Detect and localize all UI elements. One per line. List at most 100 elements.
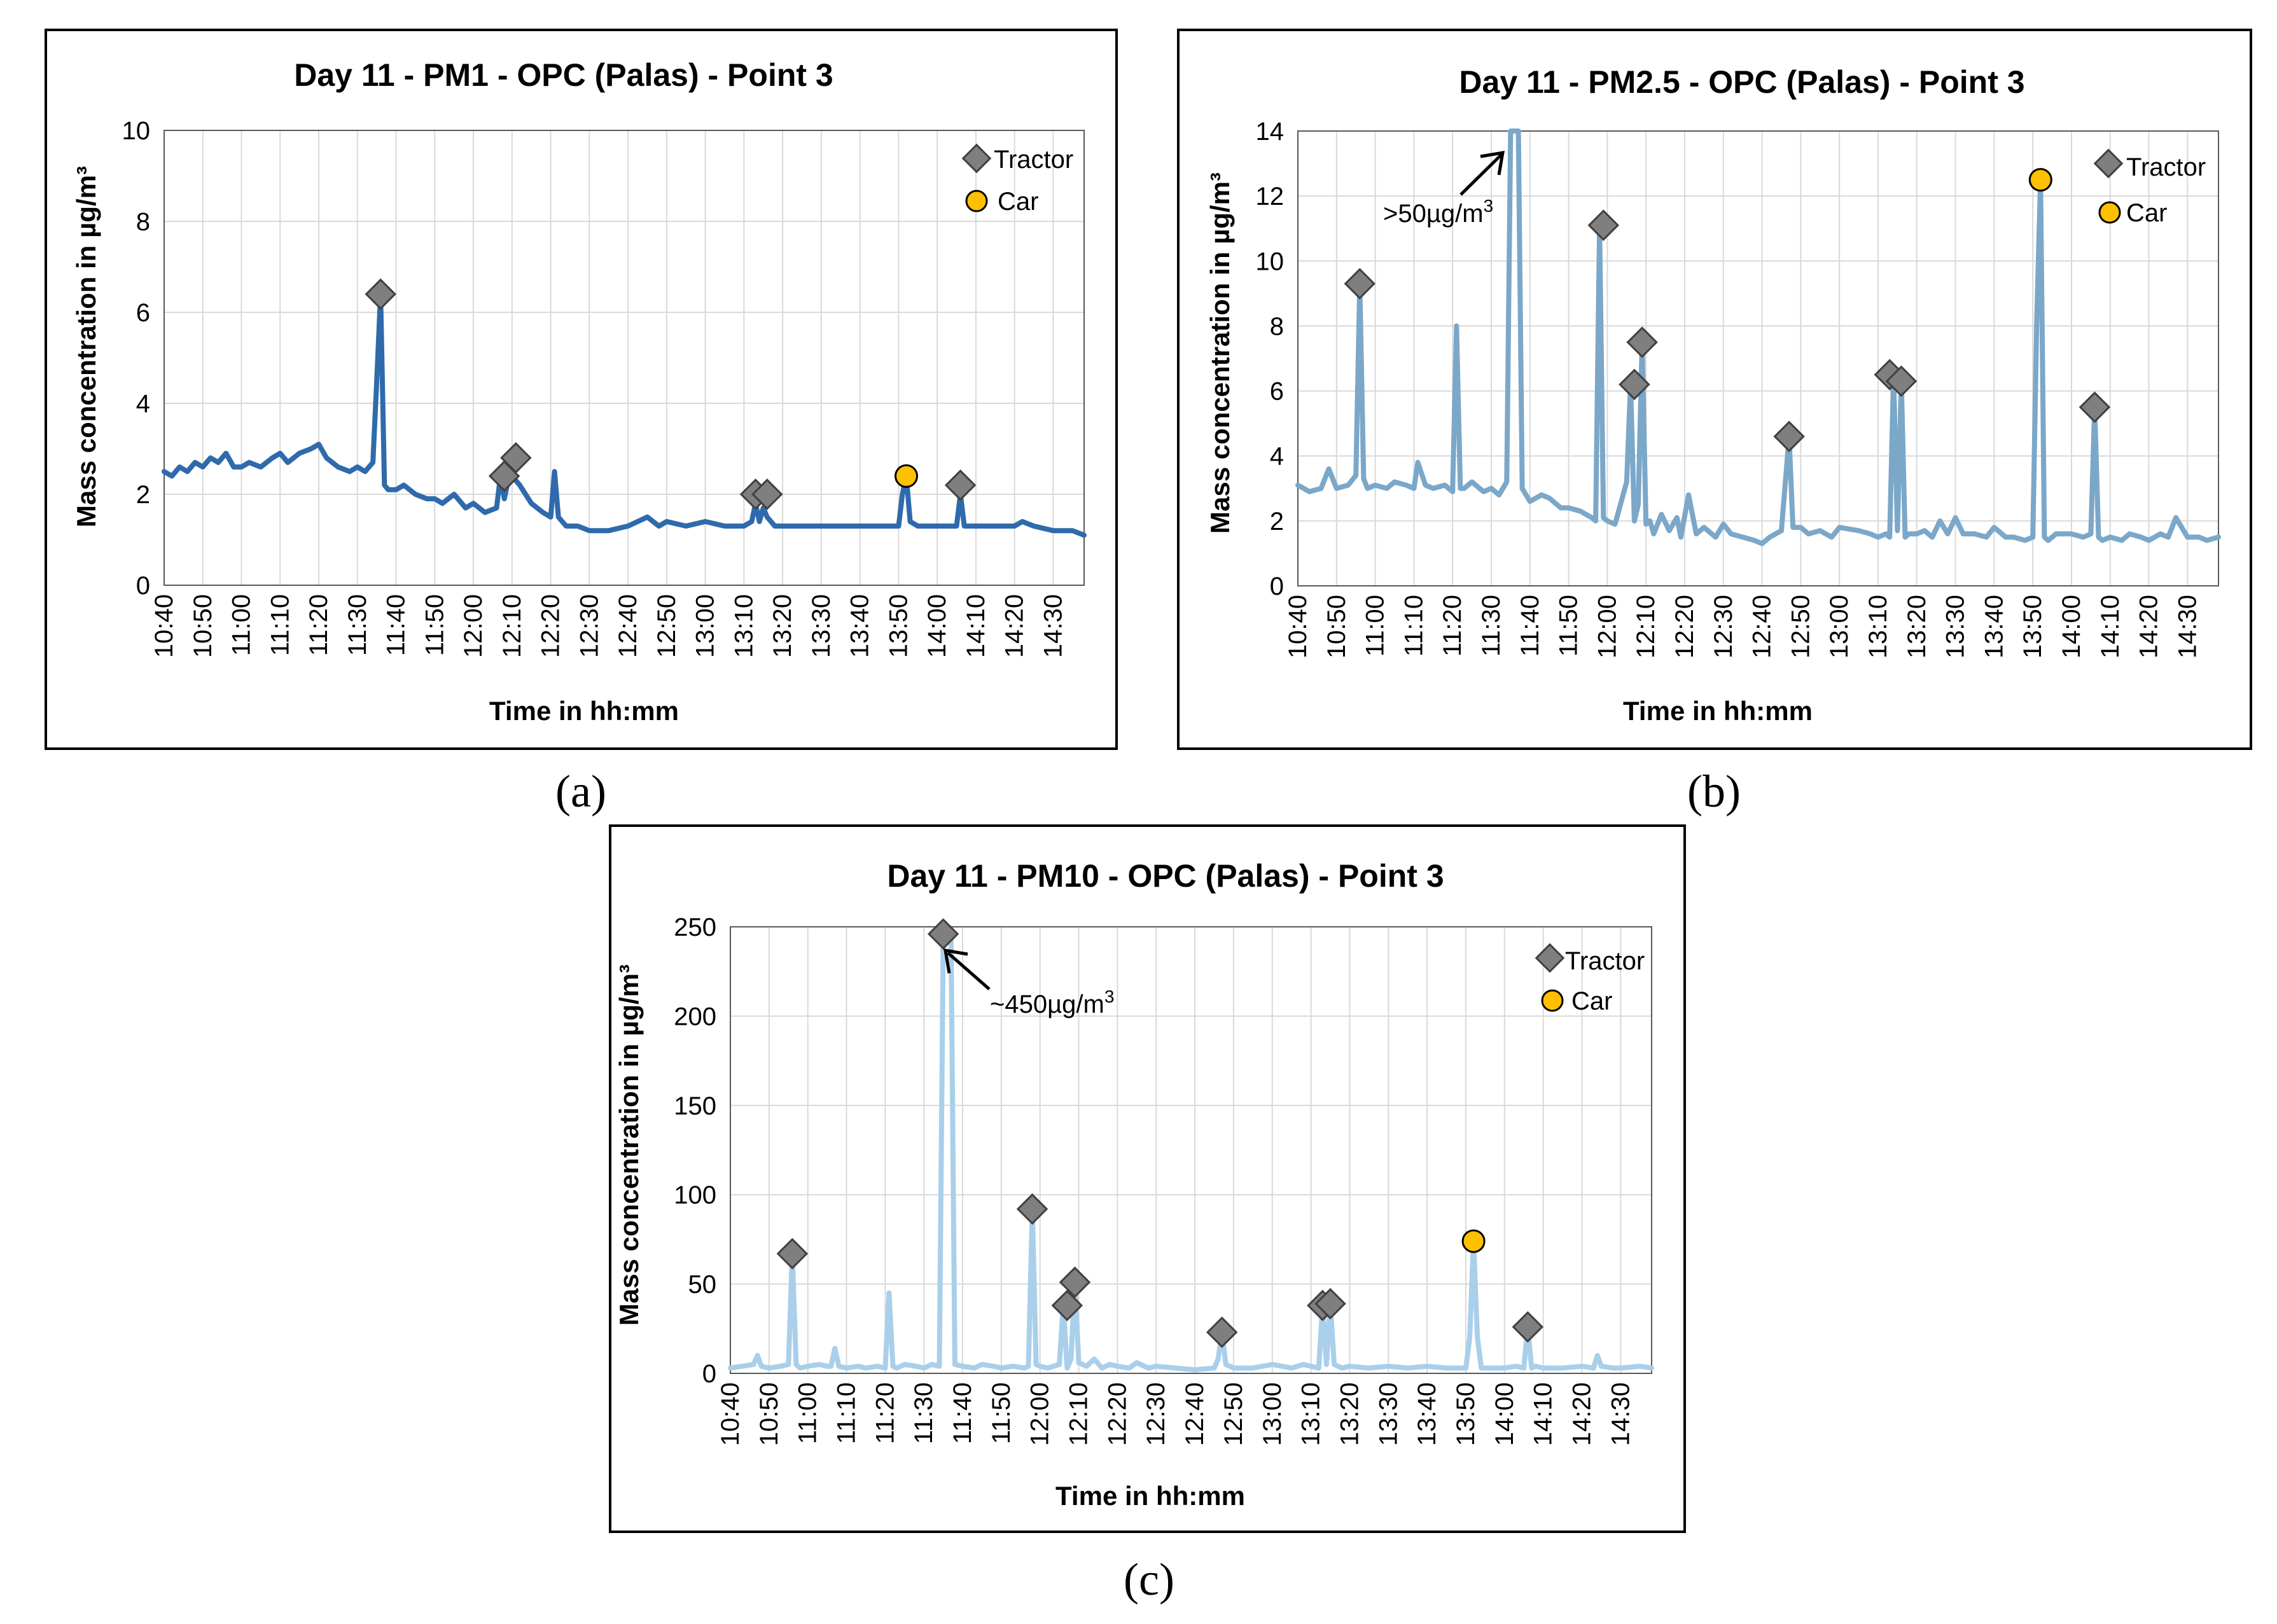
x-axis-title: Time in hh:mm — [1623, 696, 1813, 726]
x-tick-label: 13:20 — [769, 594, 797, 658]
y-tick-label: 100 — [674, 1181, 716, 1209]
legend-car-marker — [965, 190, 988, 212]
x-tick-label: 10:40 — [1284, 595, 1312, 658]
x-tick-label: 10:50 — [1323, 595, 1351, 658]
x-tick-label: 13:40 — [1980, 595, 2008, 658]
legend-tractor-marker — [2093, 148, 2124, 179]
legend-tractor-marker — [1535, 943, 1565, 973]
x-tick-label: 10:50 — [189, 594, 217, 658]
chart-panel-pm25: Day 11 - PM2.5 - OPC (Palas) - Point 3 1… — [1177, 29, 2252, 817]
tractor-marker — [776, 1238, 809, 1270]
x-tick-label: 14:10 — [1529, 1382, 1557, 1446]
x-tick-label: 13:50 — [2019, 595, 2047, 658]
x-tick-label: 13:30 — [1942, 595, 1970, 658]
legend: Tractor Car — [1535, 943, 1645, 1015]
legend-car-label: Car — [2126, 199, 2167, 227]
legend-car-marker — [1541, 989, 1564, 1012]
x-tick-label: 11:00 — [1361, 595, 1389, 656]
annotation-arrow — [1459, 153, 1503, 196]
x-tick-label: 13:00 — [1825, 595, 1853, 658]
tractor-marker — [1619, 368, 1650, 401]
x-tick-label: 13:30 — [1374, 1382, 1402, 1446]
y-axis-title: Mass concentration in µg/m³ — [1205, 172, 1235, 534]
y-tick-label: 6 — [1270, 378, 1284, 406]
y-tick-label: 10 — [122, 117, 151, 145]
x-tick-label: 11:10 — [833, 1382, 861, 1444]
x-tick-label: 10:40 — [716, 1382, 744, 1446]
legend: Tractor Car — [961, 143, 1073, 216]
x-tick-label: 14:10 — [962, 594, 990, 658]
chart-panel-pm1: Day 11 - PM1 - OPC (Palas) - Point 3 10:… — [45, 29, 1118, 817]
chart-title: Day 11 - PM1 - OPC (Palas) - Point 3 — [294, 57, 833, 93]
y-tick-label: 150 — [674, 1092, 716, 1120]
x-tick-label: 14:00 — [1491, 1382, 1519, 1446]
chart-frame — [45, 29, 1118, 750]
x-tick-label: 14:20 — [1568, 1382, 1596, 1446]
x-tick-label: 11:20 — [871, 1382, 899, 1444]
annotation-arrowhead — [943, 948, 968, 974]
y-tick-label: 2 — [136, 481, 150, 509]
y-axis-title: Mass concentration in µg/m³ — [71, 166, 101, 527]
panel-caption: (a) — [555, 766, 606, 817]
x-tick-label: 12:50 — [1786, 595, 1814, 658]
x-tick-label: 11:40 — [949, 1382, 977, 1444]
x-tick-label: 11:20 — [1438, 595, 1466, 656]
x-tick-label: 12:50 — [653, 594, 681, 658]
legend-tractor-label: Tractor — [1565, 947, 1645, 975]
chart-title: Day 11 - PM2.5 - OPC (Palas) - Point 3 — [1459, 64, 2024, 100]
y-tick-label: 10 — [1256, 247, 1285, 275]
x-tick-label: 11:40 — [382, 594, 410, 656]
x-tick-label: 12:00 — [459, 594, 487, 658]
x-tick-label: 12:30 — [1709, 595, 1737, 658]
x-tick-label: 12:20 — [1671, 595, 1699, 658]
tractor-marker — [1016, 1193, 1048, 1225]
plot-area: 10:40 10:50 11:00 11:10 11:20 11:30 11:40 11:50… — [674, 913, 1654, 1446]
y-tick-label: 14 — [1256, 118, 1285, 146]
y-tick-label: 8 — [136, 208, 150, 236]
y-tick-label: 4 — [1270, 443, 1284, 471]
x-tick-label: 12:10 — [1632, 595, 1660, 658]
tractor-marker — [1051, 1289, 1083, 1322]
y-tick-label: 250 — [674, 913, 716, 941]
car-marker — [1461, 1229, 1486, 1253]
tractor-marker — [365, 278, 396, 310]
legend-tractor-label: Tractor — [2126, 153, 2206, 181]
x-tick-label: 13:50 — [884, 594, 912, 658]
x-tick-label: 12:40 — [1748, 595, 1776, 658]
x-tick-label: 13:50 — [1452, 1382, 1480, 1446]
x-tick-label: 12:10 — [498, 594, 526, 658]
chart-frame — [609, 824, 1686, 1533]
annotation-text: ~450µg/m3 — [990, 987, 1114, 1018]
y-tick-label: 0 — [702, 1360, 716, 1388]
x-tick-label: 11:10 — [1400, 595, 1428, 656]
x-axis-title: Time in hh:mm — [1055, 1481, 1245, 1511]
x-tick-label: 11:00 — [228, 594, 256, 656]
x-tick-label: 12:20 — [1103, 1382, 1131, 1446]
x-tick-label: 11:50 — [1555, 595, 1583, 656]
x-tick-label: 11:40 — [1516, 595, 1544, 656]
y-axis-title: Mass concentration in µg/m³ — [614, 964, 644, 1326]
x-tick-label: 14:30 — [1039, 594, 1067, 658]
x-tick-label: 12:50 — [1220, 1382, 1248, 1446]
car-marker — [895, 464, 919, 488]
tractor-marker — [1059, 1267, 1091, 1298]
tractor-marker — [500, 442, 532, 474]
tractor-marker — [927, 918, 959, 950]
tractor-marker — [1885, 365, 1918, 397]
y-tick-label: 50 — [688, 1271, 717, 1299]
x-tick-label: 10:50 — [755, 1382, 783, 1446]
x-tick-label: 13:40 — [846, 594, 874, 658]
tractor-marker — [1587, 209, 1620, 241]
x-tick-label: 11:20 — [305, 594, 333, 656]
x-tick-label: 13:20 — [1335, 1382, 1363, 1446]
annotation-text: >50µg/m3 — [1383, 196, 1493, 228]
panel-caption: (c) — [1124, 1554, 1174, 1605]
y-tick-label: 8 — [1270, 312, 1284, 340]
panel-caption: (b) — [1687, 766, 1741, 817]
x-axis-title: Time in hh:mm — [489, 696, 679, 726]
y-tick-label: 200 — [674, 1003, 716, 1031]
annotation-over-scale: ~450µg/m3 — [943, 948, 1114, 1018]
tractor-marker — [1206, 1316, 1238, 1349]
x-tick-label: 11:50 — [421, 594, 449, 656]
